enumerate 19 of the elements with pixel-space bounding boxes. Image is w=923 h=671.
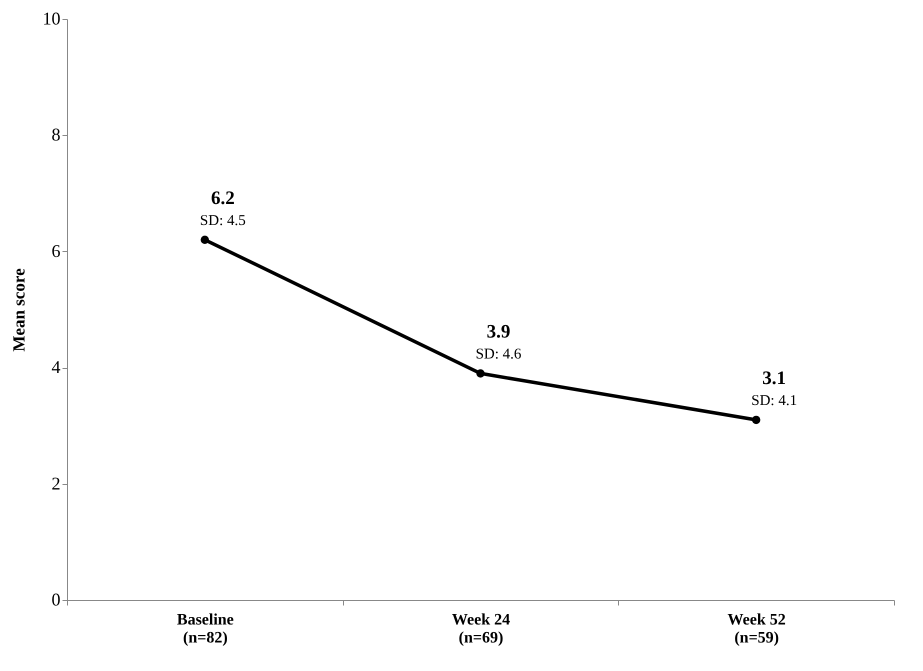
- data-label: 3.1: [762, 368, 786, 389]
- annotation: SD: 4.5: [200, 212, 246, 229]
- y-axis-title: Mean score: [10, 268, 28, 352]
- x-tick-label: Week 24 (n=69): [452, 612, 510, 646]
- annotation: SD: 4.6: [476, 346, 522, 362]
- y-tick-label: 10: [42, 8, 60, 28]
- point: [752, 416, 760, 424]
- y-tick-label: 8: [52, 124, 60, 145]
- y-tick-label: 2: [52, 473, 60, 494]
- point: [476, 369, 485, 378]
- y-tick-label: 4: [52, 357, 60, 378]
- data-label: 3.9: [486, 321, 510, 342]
- y-tick-label: 0: [52, 590, 60, 610]
- annotation: SD: 4.1: [751, 392, 798, 409]
- y-tick-label: 6: [52, 240, 60, 261]
- x-tick-label: Baseline (n=82): [176, 612, 234, 646]
- x-tick-label: Week 52 (n=59): [728, 612, 786, 646]
- point: [200, 236, 210, 244]
- data-label: 6.2: [210, 188, 235, 209]
